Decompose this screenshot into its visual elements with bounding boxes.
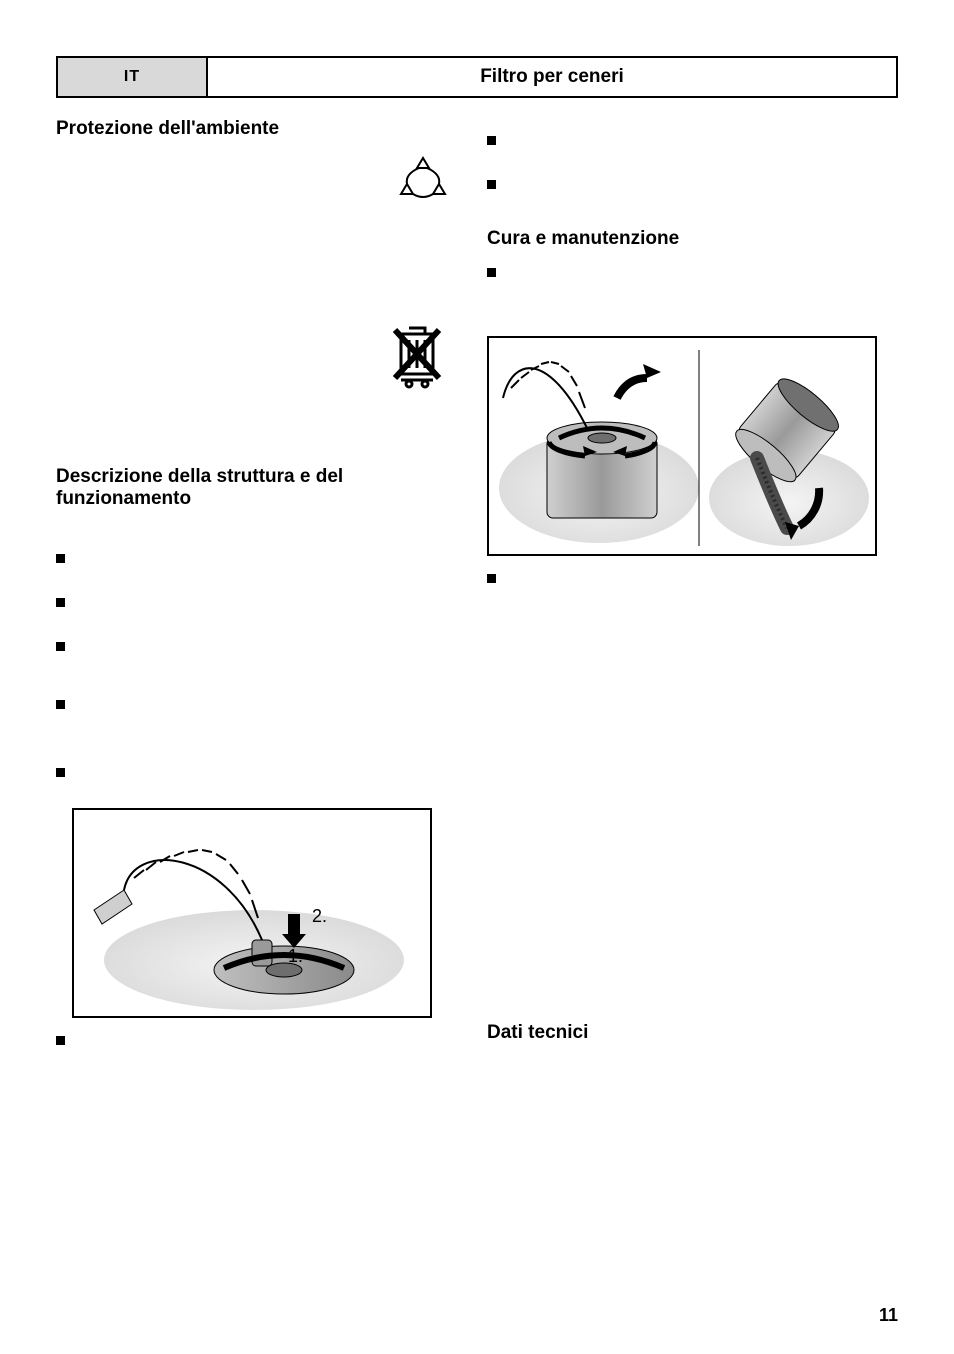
empty-canister-svg [489, 338, 879, 558]
list-item [487, 570, 898, 588]
square-bullet-icon [487, 136, 496, 145]
after-illus2-bullet [487, 570, 898, 588]
square-bullet-icon [487, 574, 496, 583]
list-item [56, 764, 467, 782]
list-item [487, 176, 898, 194]
structure-bullets [56, 550, 467, 782]
no-bin-icon-block [56, 320, 467, 392]
list-item [56, 638, 467, 656]
square-bullet-icon [487, 180, 496, 189]
two-column-layout: Protezione dell'ambiente [56, 118, 898, 1064]
square-bullet-icon [56, 700, 65, 709]
spacer [56, 406, 467, 466]
no-disposal-icon [387, 320, 447, 392]
list-item [487, 264, 898, 282]
list-item [56, 696, 467, 714]
hose-attach-svg: 2. 1. [74, 810, 434, 1020]
page-number: 11 [879, 1305, 898, 1326]
list-item [56, 1032, 467, 1050]
square-bullet-icon [56, 642, 65, 651]
illustration-empty-canister [487, 336, 877, 556]
right-column: Cura e manutenzione [487, 118, 898, 1064]
square-bullet-icon [56, 554, 65, 563]
language-box: IT [58, 58, 208, 96]
list-item [56, 594, 467, 612]
page: IT Filtro per ceneri Protezione dell'amb… [0, 0, 954, 1354]
page-title: Filtro per ceneri [208, 58, 896, 96]
square-bullet-icon [487, 268, 496, 277]
svg-text:1.: 1. [288, 946, 303, 966]
list-item [56, 550, 467, 568]
care-bullets [487, 264, 898, 282]
illustration-hose-attach: 2. 1. [72, 808, 432, 1018]
recycle-icon [399, 154, 447, 202]
square-bullet-icon [56, 598, 65, 607]
heading-care: Cura e manutenzione [487, 228, 898, 250]
heading-technical-data: Dati tecnici [487, 1022, 898, 1044]
spacer [56, 216, 467, 306]
list-item [487, 132, 898, 150]
svg-text:2.: 2. [312, 906, 327, 926]
heading-environment: Protezione dell'ambiente [56, 118, 467, 140]
spacer [487, 602, 898, 1022]
page-header: IT Filtro per ceneri [56, 56, 898, 98]
heading-structure: Descrizione della struttura e del funzio… [56, 466, 467, 510]
intro-bullets-right [487, 132, 898, 194]
square-bullet-icon [56, 768, 65, 777]
left-column: Protezione dell'ambiente [56, 118, 467, 1064]
after-illus-bullet [56, 1032, 467, 1050]
square-bullet-icon [56, 1036, 65, 1045]
recycle-icon-block [56, 154, 467, 202]
